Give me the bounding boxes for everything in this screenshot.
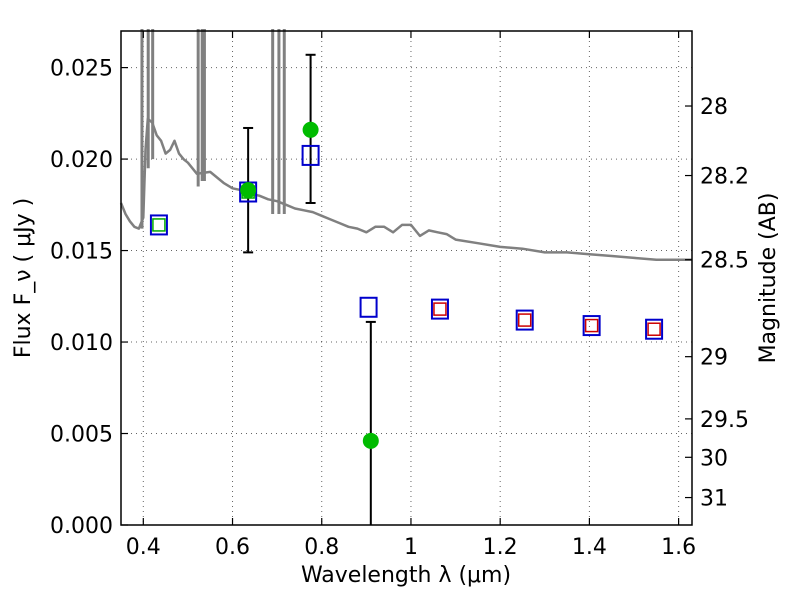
right-tick-label: 30 bbox=[700, 446, 728, 471]
observed-point bbox=[362, 432, 379, 449]
y-axis-right-label: Magnitude (AB) bbox=[756, 193, 781, 364]
y-axis-label: Flux F_ν ( μJy ) bbox=[11, 198, 36, 358]
inner-band-square bbox=[647, 322, 661, 336]
inner-band-square bbox=[517, 313, 532, 327]
y-tick-label: 0.010 bbox=[50, 331, 113, 356]
model-band-square bbox=[582, 315, 601, 337]
y-tick-label: 0.015 bbox=[50, 240, 113, 265]
model-band-square bbox=[359, 296, 378, 318]
y-tick-label: 0.000 bbox=[50, 514, 113, 539]
model-band-square bbox=[430, 298, 449, 320]
model-band-square bbox=[645, 318, 664, 340]
observed-point bbox=[240, 182, 257, 199]
x-tick-label: 1.2 bbox=[483, 535, 518, 560]
inner-band-square bbox=[152, 218, 166, 232]
y-tick-label: 0.025 bbox=[50, 57, 113, 82]
x-tick-label: 0.4 bbox=[126, 535, 161, 560]
model-spectrum-line bbox=[119, 117, 692, 261]
model-band-square bbox=[149, 214, 168, 236]
y-tick-label: 0.005 bbox=[50, 423, 113, 448]
inner-band-square bbox=[433, 302, 447, 316]
right-tick-label: 31 bbox=[700, 487, 728, 512]
inner-band-square bbox=[584, 318, 599, 333]
right-tick-label: 29 bbox=[700, 346, 728, 371]
right-tick-label: 28.5 bbox=[700, 249, 749, 274]
axis-ticks: 0.4 0.6 0.8 1 1.2 1.4 1.6 0.000 0.005 0.010 0.015 0… bbox=[50, 31, 749, 560]
plot-frame bbox=[120, 30, 693, 526]
right-tick-label: 28.2 bbox=[700, 165, 749, 190]
x-tick-label: 1.6 bbox=[661, 535, 696, 560]
x-tick-label: 1 bbox=[404, 535, 418, 560]
grid-lines bbox=[121, 31, 692, 526]
plot-area bbox=[119, 29, 692, 525]
x-tick-label: 0.6 bbox=[215, 535, 250, 560]
x-tick-label: 0.8 bbox=[304, 535, 339, 560]
right-tick-label: 29.5 bbox=[700, 408, 749, 433]
x-axis-label: Wavelength λ (μm) bbox=[301, 563, 511, 588]
observed-point bbox=[302, 121, 319, 138]
model-band-square bbox=[301, 144, 320, 166]
y-tick-label: 0.020 bbox=[50, 148, 113, 173]
x-tick-label: 1.4 bbox=[572, 535, 607, 560]
model-band-square bbox=[515, 309, 534, 331]
right-tick-label: 28 bbox=[700, 95, 728, 120]
